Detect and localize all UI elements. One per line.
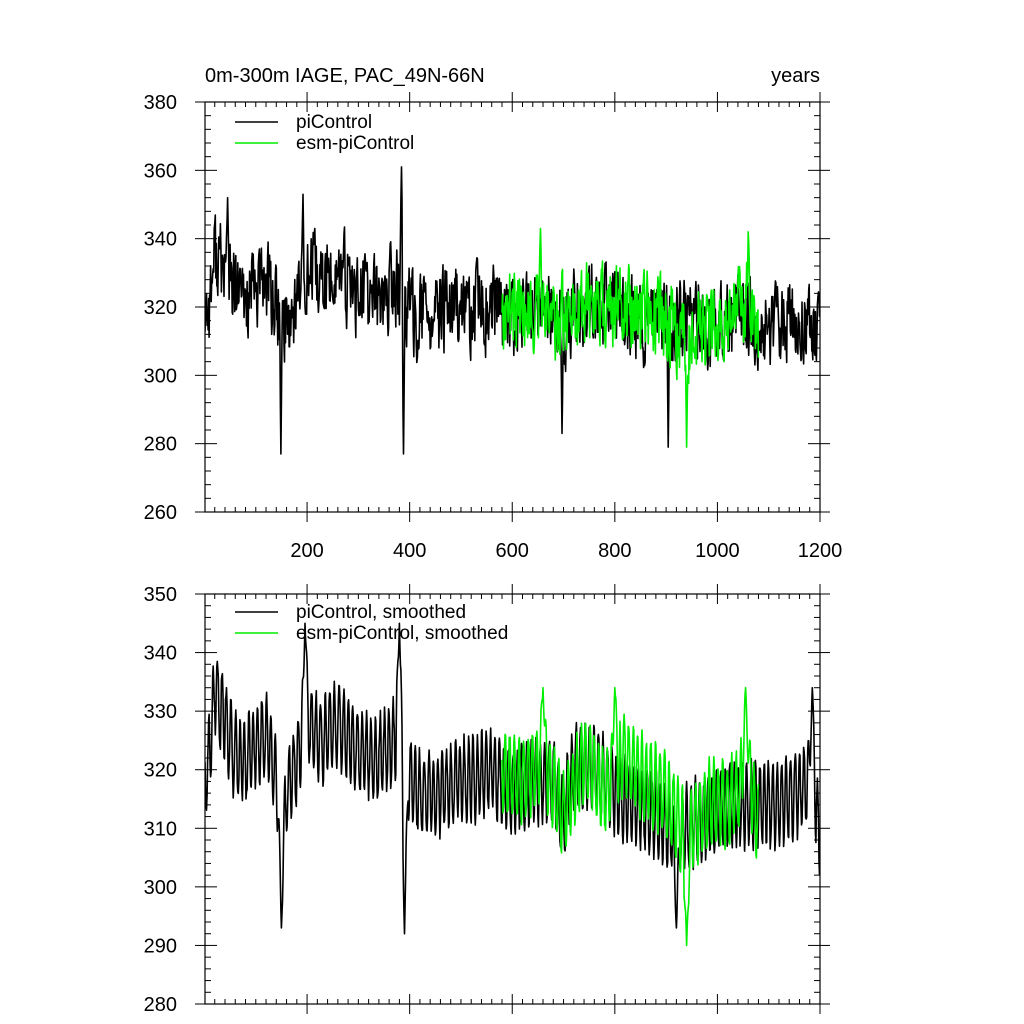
y-tick-label: 300 bbox=[144, 877, 177, 899]
y-tick-label: 320 bbox=[144, 760, 177, 782]
chart-title: 0m-300m IAGE, PAC_49N-66N bbox=[205, 65, 485, 87]
legend-label: piControl bbox=[296, 112, 372, 133]
top-panel: 0m-300m IAGE, PAC_49N-66N years 200 400 60… bbox=[144, 65, 843, 562]
x-tick-label: 400 bbox=[393, 540, 426, 562]
y-tick-label: 280 bbox=[144, 434, 177, 456]
units-label: years bbox=[771, 65, 820, 87]
y-tick-label: 310 bbox=[144, 818, 177, 840]
y-tick-label: 290 bbox=[144, 935, 177, 957]
bottom-panel: 280 290 300 310 320 330 340 350 piControl, smoot… bbox=[144, 584, 830, 1016]
y-tick-label: 320 bbox=[144, 297, 177, 319]
y-tick-label: 280 bbox=[144, 994, 177, 1016]
legend-label: esm-piControl bbox=[296, 133, 414, 154]
y-tick-label: 300 bbox=[144, 365, 177, 387]
x-tick-label: 600 bbox=[496, 540, 529, 562]
x-tick-label: 1000 bbox=[695, 540, 740, 562]
series-line-esm-picontrol-smoothed bbox=[501, 686, 760, 947]
y-tick-label: 380 bbox=[144, 92, 177, 114]
y-tick-label: 340 bbox=[144, 643, 177, 665]
y-tick-label: 340 bbox=[144, 229, 177, 251]
y-tick-label: 330 bbox=[144, 701, 177, 723]
y-tick-label: 260 bbox=[144, 502, 177, 524]
x-tick-label: 1200 bbox=[798, 540, 843, 562]
y-tick-label: 350 bbox=[144, 584, 177, 606]
legend-label: piControl, smoothed bbox=[296, 602, 466, 623]
y-tick-label: 360 bbox=[144, 160, 177, 182]
legend-label: esm-piControl, smoothed bbox=[296, 623, 508, 644]
x-tick-label: 800 bbox=[598, 540, 631, 562]
series-line-esm-picontrol bbox=[501, 227, 760, 448]
x-tick-label: 200 bbox=[290, 540, 323, 562]
